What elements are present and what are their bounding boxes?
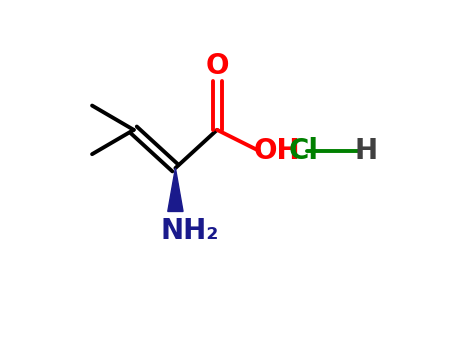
Text: O: O bbox=[205, 51, 229, 79]
Text: NH₂: NH₂ bbox=[161, 217, 219, 245]
Text: H: H bbox=[355, 137, 378, 165]
Text: Cl: Cl bbox=[288, 137, 318, 165]
Text: OH: OH bbox=[253, 137, 300, 165]
Polygon shape bbox=[168, 168, 183, 211]
